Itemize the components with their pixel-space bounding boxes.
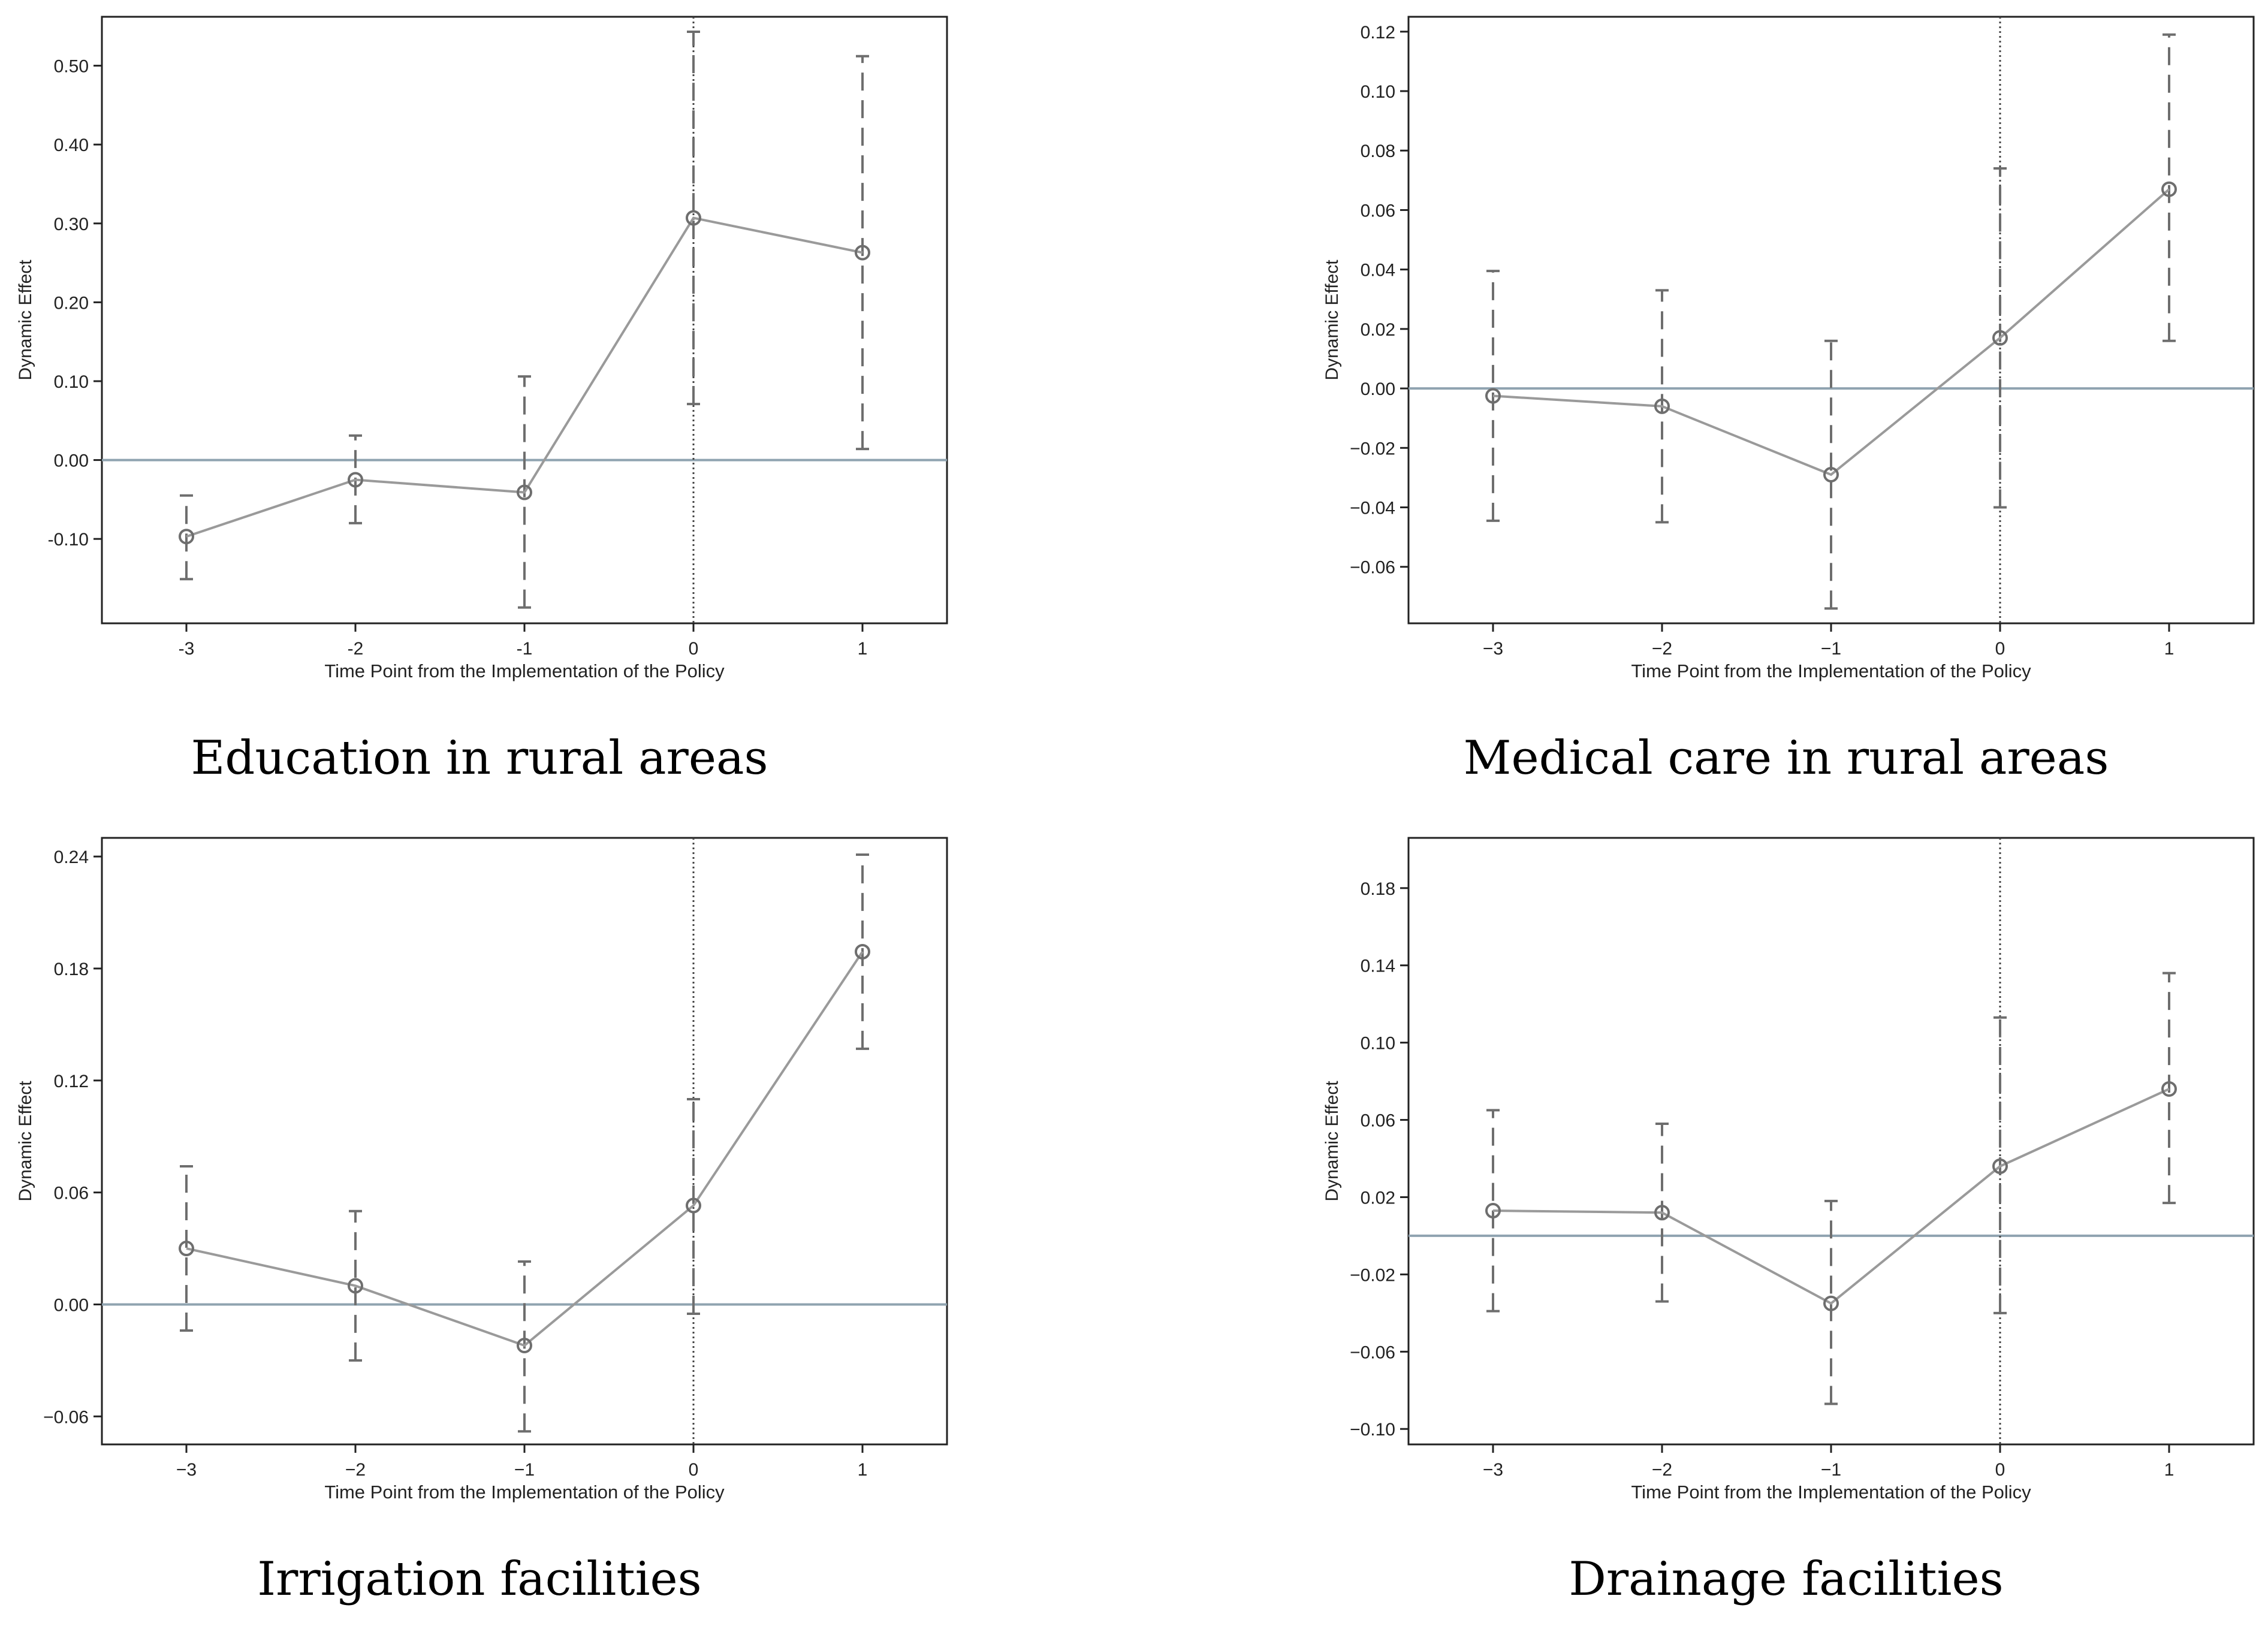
chart2-data-point [179,1241,194,1257]
chart2-y-tick-label: 0.06 [54,1184,89,1203]
chart3-data-point [1654,1205,1670,1221]
chart0-y-tick-label: -0.10 [48,530,89,550]
chart1-y-tick-label: −0.02 [1350,439,1395,458]
chart3-x-tick-label: 0 [1995,1460,2005,1480]
panel-irrigation: −0.06 0.00 0.06 0.12 0.18 0.24 −3 −2 −1 0 1 Time Po… [0,821,959,1606]
chart2-x-tick-label: −2 [345,1460,366,1480]
chart0-x-tick-label: -2 [348,639,364,659]
chart0-y-tick-label: 0.50 [54,57,89,77]
chart0-y-tick-label: 0.40 [54,135,89,155]
chart3-x-tick-label: 1 [2164,1460,2174,1480]
chart3-x-tick-label: −1 [1821,1460,1841,1480]
chart3-y-tick-label: −0.02 [1350,1265,1395,1285]
chart1-y-tick-label: −0.04 [1350,499,1395,518]
chart0-y-tick-label: 0.00 [54,451,89,471]
chart0-y-tick-label: 0.10 [54,372,89,392]
chart-education: -0.10 0.00 0.10 0.20 0.30 0.40 0.50 -3 -2 -1 0 1 Tim… [16,16,948,681]
chart3-x-axis-label: Time Point from the Implementation of th… [1631,1482,2031,1503]
chart3-y-tick-label: 0.10 [1361,1034,1395,1054]
chart1-plot-frame [1407,16,2255,625]
chart3-x-tick-label: −3 [1483,1460,1503,1480]
chart0-y-tick-label: 0.20 [54,293,89,313]
chart1-y-tick-label: −0.06 [1350,558,1395,578]
chart3-data-point [1992,1158,2008,1174]
chart1-y-tick-label: 0.10 [1361,82,1395,102]
caption-education: Education in rural areas [191,731,768,785]
chart2-x-axis-label: Time Point from the Implementation of th… [324,1482,725,1503]
chart0-series-line [186,216,863,538]
chart2-series-line [186,951,864,1347]
chart1-series-line [1492,188,2170,476]
caption-irrigation: Irrigation facilities [257,1552,702,1606]
chart1-y-tick-label: 0.00 [1361,379,1395,399]
chart3-y-tick-label: −0.06 [1350,1343,1395,1362]
chart1-data-point [1485,388,1501,404]
chart2-y-tick-label: 0.18 [54,960,89,979]
chart-drainage: −0.10 −0.06 −0.02 0.02 0.06 0.10 0.14 0.18 −3 −2 −… [1322,837,2255,1503]
chart2-data-point [517,1337,532,1353]
chart3-series-line [1492,1088,2170,1305]
chart-medical: −0.06 −0.04 −0.02 0.00 0.02 0.04 0.06 0.08 0.10 0… [1322,16,2255,681]
chart2-x-tick-label: 1 [858,1460,868,1480]
chart0-data-point [855,245,870,261]
chart2-y-tick-label: 0.00 [54,1295,89,1315]
chart0-x-tick-label: -3 [179,639,195,659]
chart2-y-tick-label: −0.06 [43,1407,89,1427]
chart2-y-tick-label: 0.24 [54,847,89,867]
chart1-data-point [1823,466,1839,482]
caption-medical: Medical care in rural areas [1463,731,2109,785]
chart1-x-axis-label: Time Point from the Implementation of th… [1631,660,2031,681]
panel-education: -0.10 0.00 0.10 0.20 0.30 0.40 0.50 -3 -2 -1 0 1 Tim… [0,0,959,785]
chart2-y-axis-label: Dynamic Effect [16,1081,35,1202]
chart1-x-tick-label: −3 [1483,639,1503,659]
chart1-x-tick-label: −1 [1821,639,1841,659]
chart2-data-point [348,1278,363,1294]
chart3-data-point [2161,1081,2177,1097]
chart1-x-tick-label: 0 [1995,639,2005,659]
chart0-x-tick-label: 0 [689,639,699,659]
chart3-x-tick-label: −2 [1652,1460,1672,1480]
chart2-x-tick-label: −3 [176,1460,197,1480]
chart3-y-tick-label: 0.18 [1361,879,1395,899]
chart2-data-point [855,943,870,960]
chart3-data-point [1823,1295,1839,1311]
chart-irrigation: −0.06 0.00 0.06 0.12 0.18 0.24 −3 −2 −1 0 1 Time Po… [16,837,948,1503]
chart3-y-axis-label: Dynamic Effect [1322,1081,1342,1202]
chart0-x-tick-label: -1 [517,639,533,659]
chart2-plot-frame [101,837,948,1446]
chart0-y-axis-label: Dynamic Effect [16,260,35,381]
chart1-y-tick-label: 0.04 [1361,261,1395,280]
chart0-x-tick-label: 1 [858,639,868,659]
chart1-data-point [2161,181,2177,197]
chart1-y-tick-label: 0.08 [1361,141,1395,161]
chart0-y-tick-label: 0.30 [54,215,89,234]
chart3-y-tick-label: 0.06 [1361,1111,1395,1131]
chart3-y-tick-label: 0.14 [1361,957,1395,976]
chart3-plot-frame [1407,837,2255,1446]
chart1-y-axis-label: Dynamic Effect [1322,260,1342,381]
chart2-x-tick-label: −1 [514,1460,535,1480]
chart1-data-point [1654,398,1670,414]
chart2-data-point [686,1197,701,1214]
chart0-data-point [348,472,363,488]
chart0-data-point [517,484,532,500]
panel-medical: −0.06 −0.04 −0.02 0.00 0.02 0.04 0.06 0.08 0.10 0… [1307,0,2266,785]
chart1-y-tick-label: 0.06 [1361,201,1395,221]
chart3-y-tick-label: 0.02 [1361,1188,1395,1208]
chart1-y-tick-label: 0.12 [1361,23,1395,43]
chart3-data-point [1485,1203,1501,1219]
chart1-y-tick-label: 0.02 [1361,320,1395,340]
chart2-x-tick-label: 0 [689,1460,699,1480]
chart0-x-axis-label: Time Point from the Implementation of th… [324,660,725,681]
caption-drainage: Drainage facilities [1569,1552,2004,1606]
chart2-y-tick-label: 0.12 [54,1072,89,1091]
chart0-data-point [686,210,701,226]
chart3-y-tick-label: −0.10 [1350,1420,1395,1440]
chart1-data-point [1992,330,2008,346]
chart0-plot-frame [101,16,948,625]
chart1-x-tick-label: −2 [1652,639,1672,659]
chart1-x-tick-label: 1 [2164,639,2174,659]
chart0-data-point [179,529,194,545]
panel-drainage: −0.10 −0.06 −0.02 0.02 0.06 0.10 0.14 0.18 −3 −2 −… [1307,821,2266,1606]
